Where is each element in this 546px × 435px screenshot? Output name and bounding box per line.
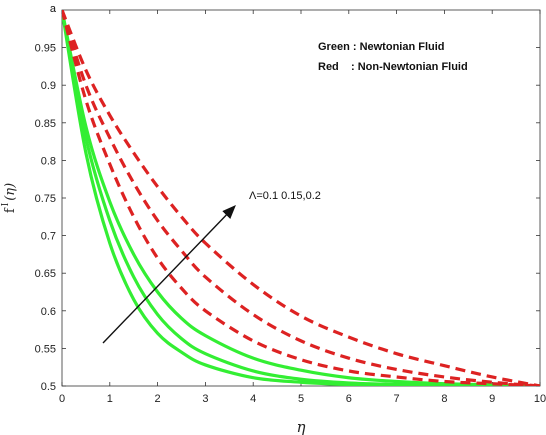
green-solid-series-1: [62, 10, 540, 386]
x-tick-label: 10: [534, 393, 546, 405]
tick-group: 0 1 2 3 4 5 6 7 8 9 10 0.5 0.55 0.6 0.65 0.7 0.75 0.8 0.85…: [35, 10, 546, 405]
x-tick-label: 8: [441, 393, 447, 405]
y-tick-label: 0.95: [35, 43, 56, 55]
y-tick-label: 0.75: [35, 193, 56, 205]
x-tick-label: 9: [489, 393, 495, 405]
x-tick-label: 1: [107, 393, 113, 405]
y-tick-label: 0.5: [41, 381, 56, 393]
y-axis-label-main: f: [3, 207, 18, 213]
y-axis-label: fI(η): [1, 183, 18, 213]
legend-line-green: Green : Newtonian Fluid: [318, 41, 445, 53]
svg-text:fI(η): fI(η): [1, 183, 18, 213]
y-axis-label-sup: I: [1, 202, 11, 206]
x-tick-label: 4: [250, 393, 256, 405]
panel-label: a: [50, 3, 57, 15]
y-axis-label-arg: (η): [3, 183, 18, 201]
y-tick-label: 0.6: [41, 306, 56, 318]
green-solid-series-2: [62, 10, 540, 386]
y-tick-label: 0.7: [41, 231, 56, 243]
x-tick-label: 6: [346, 393, 352, 405]
y-tick-label: 0.8: [41, 155, 56, 167]
legend-line-red: Red : Non-Newtonian Fluid: [318, 61, 468, 73]
y-tick-label: 0.55: [35, 343, 56, 355]
x-tick-label: 2: [155, 393, 161, 405]
x-axis-label: η: [297, 418, 306, 435]
x-tick-label: 7: [394, 393, 400, 405]
red-dashed-series-5: [62, 10, 540, 386]
y-tick-label: 0.65: [35, 268, 56, 280]
red-dashed-series-3: [62, 10, 540, 386]
annotation-arrow: [102, 204, 236, 344]
y-tick-label: 0.85: [35, 118, 56, 130]
x-tick-label: 3: [202, 393, 208, 405]
series-group: [62, 10, 540, 386]
y-tick-label: 0.9: [41, 80, 56, 92]
x-tick-label: 0: [59, 393, 65, 405]
red-dashed-series-4: [62, 10, 540, 386]
plot-area: [61, 9, 541, 387]
x-tick-label: 5: [298, 393, 304, 405]
annotation-text: Λ=0.1 0.15,0.2: [249, 190, 321, 202]
